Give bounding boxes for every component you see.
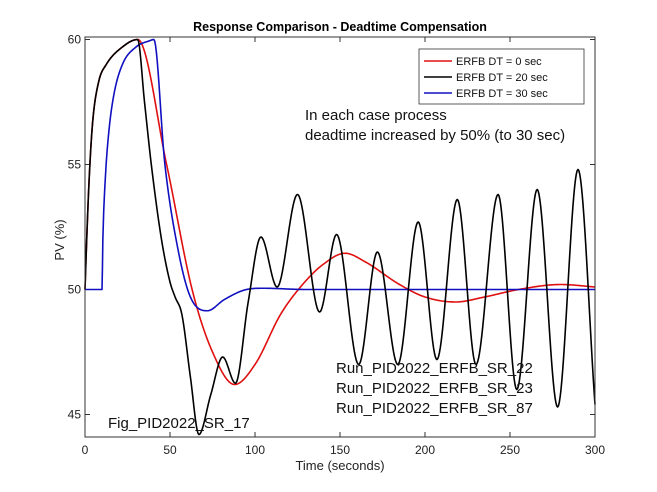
x-tick-label: 250: [500, 443, 520, 457]
run-label-0: Run_PID2022_ERFB_SR_22: [336, 360, 533, 377]
series-lines: [84, 38, 596, 436]
x-tick-label: 150: [330, 443, 350, 457]
note-line-1: In each case process: [305, 107, 447, 124]
series-line-2: [85, 38, 595, 312]
x-tick-label: 50: [163, 443, 177, 457]
y-tick-label: 50: [68, 283, 82, 297]
plot-frame: [84, 36, 596, 438]
legend-label-1: ERFB DT = 20 sec: [456, 72, 548, 84]
legend-label-0: ERFB DT = 0 sec: [456, 56, 542, 68]
x-tick-label: 300: [585, 443, 605, 457]
y-axis-label: PV (%): [52, 219, 67, 260]
y-tick-label: 55: [68, 158, 82, 172]
y-tick-label: 60: [68, 33, 82, 47]
y-tick-label: 45: [68, 408, 82, 422]
legend: ERFB DT = 0 sec ERFB DT = 20 sec ERFB DT…: [418, 48, 585, 105]
run-label-2: Run_PID2022_ERFB_SR_87: [336, 400, 533, 417]
x-tick-label: 100: [245, 443, 265, 457]
series-line-0: [84, 38, 596, 386]
x-tick-label: 200: [415, 443, 435, 457]
run-label-1: Run_PID2022_ERFB_SR_23: [336, 380, 533, 397]
series-line-1: [84, 38, 596, 436]
x-tick-label: 0: [82, 443, 89, 457]
x-axis-label: Time (seconds): [295, 458, 384, 473]
chart-title: Response Comparison - Deadtime Compensat…: [193, 20, 487, 34]
figure-id-label: Fig_PID2022_SR_17: [108, 415, 250, 432]
axis-ticks: 0 50 100 150 200 250 300 45 50 55 60: [68, 33, 606, 458]
legend-label-2: ERFB DT = 30 sec: [456, 88, 548, 100]
note-line-2: deadtime increased by 50% (to 30 sec): [305, 127, 565, 144]
